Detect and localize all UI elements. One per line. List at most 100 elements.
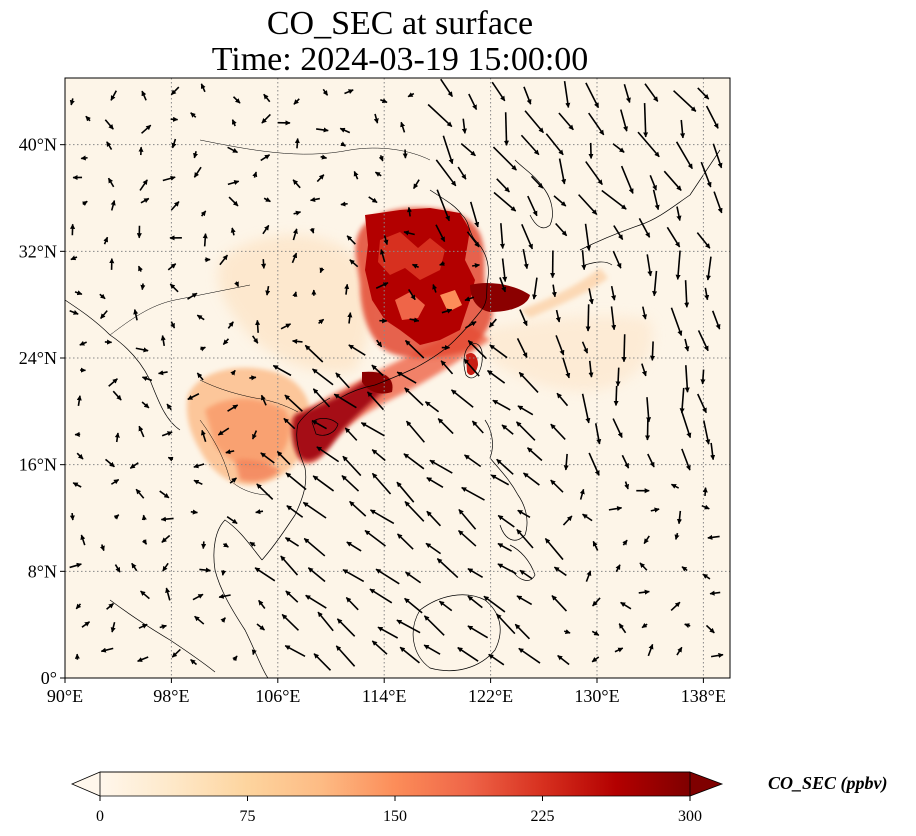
wind-arrow <box>251 649 257 656</box>
wind-arrow <box>601 189 627 210</box>
wind-arrow <box>199 567 211 573</box>
wind-arrow <box>438 600 453 612</box>
wind-arrow <box>670 307 683 336</box>
wind-arrow <box>684 365 690 393</box>
lon-tick-label: 138°E <box>681 686 726 706</box>
wind-arrow <box>76 452 84 460</box>
wind-arrow <box>135 347 149 353</box>
wind-arrow <box>80 155 88 161</box>
wind-arrow <box>223 542 229 548</box>
wind-arrow <box>112 390 122 401</box>
wind-arrow <box>411 263 419 269</box>
lon-tick-label: 106°E <box>255 686 300 706</box>
wind-arrow <box>646 254 653 277</box>
wind-vectors <box>69 78 724 671</box>
wind-arrow <box>131 562 138 572</box>
wind-arrow <box>345 596 359 611</box>
wind-arrow <box>76 395 82 407</box>
wind-arrow <box>579 488 585 500</box>
wind-arrow <box>461 486 485 501</box>
wind-arrow <box>276 450 291 465</box>
wind-arrow <box>75 603 82 610</box>
wind-arrow <box>107 177 115 188</box>
wind-arrow <box>517 405 534 416</box>
wind-arrow <box>347 312 353 324</box>
wind-arrow <box>679 119 686 139</box>
wind-arrow <box>527 195 538 217</box>
wind-arrow <box>196 372 204 381</box>
wind-arrow <box>624 481 630 490</box>
wind-arrow <box>637 131 660 158</box>
wind-arrow <box>581 393 591 424</box>
wind-arrow <box>366 391 385 411</box>
wind-arrow <box>457 529 477 547</box>
wind-arrow <box>158 370 168 376</box>
wind-arrow <box>138 425 145 438</box>
wind-arrow <box>404 339 425 359</box>
wind-arrow <box>141 539 148 545</box>
wind-arrow <box>436 189 450 222</box>
lon-tick-label: 98°E <box>153 686 189 706</box>
wind-arrow <box>167 263 177 271</box>
wind-arrow <box>488 653 505 666</box>
wind-arrow <box>171 648 181 658</box>
wind-arrow <box>670 483 680 489</box>
wind-arrow <box>647 453 655 468</box>
wind-arrow <box>709 590 721 596</box>
wind-arrow <box>377 626 399 639</box>
wind-arrow <box>684 623 691 629</box>
wind-arrow <box>170 86 180 96</box>
wind-arrow <box>141 124 152 134</box>
wind-arrow <box>704 287 710 301</box>
wind-arrow <box>588 112 605 136</box>
wind-arrow <box>371 449 386 462</box>
wind-arrow <box>487 369 506 384</box>
wind-arrow <box>251 335 259 344</box>
wind-arrow <box>303 537 326 557</box>
wind-arrow <box>167 456 174 462</box>
wind-arrow <box>229 477 237 484</box>
wind-arrow <box>531 277 538 300</box>
wind-arrow <box>644 83 659 102</box>
wind-arrow <box>162 175 176 182</box>
wind-arrow <box>193 151 199 159</box>
wind-arrow <box>110 90 118 101</box>
wind-arrow <box>412 179 420 190</box>
wind-arrow <box>516 595 533 606</box>
wind-arrow <box>612 418 623 438</box>
wind-arrow <box>591 656 600 663</box>
wind-arrow <box>518 371 539 393</box>
wind-arrow <box>489 344 508 359</box>
wind-arrow <box>673 90 697 112</box>
lon-tick-label: 90°E <box>47 686 83 706</box>
wind-arrow <box>371 472 392 495</box>
wind-arrow <box>492 146 517 171</box>
wind-arrow <box>193 463 205 469</box>
wind-arrow <box>219 254 229 266</box>
wind-arrow <box>426 510 442 527</box>
wind-arrow <box>585 82 600 109</box>
wind-arrow <box>341 474 360 492</box>
wind-arrow <box>467 568 484 579</box>
lat-tick-label: 40°N <box>19 135 57 155</box>
wind-arrow <box>376 339 383 348</box>
wind-arrow <box>613 385 619 406</box>
wind-arrow <box>218 593 231 599</box>
wind-arrow <box>160 335 166 347</box>
wind-arrow <box>316 127 329 133</box>
wind-arrow <box>319 267 325 274</box>
wind-arrow <box>442 135 454 165</box>
wind-arrow <box>675 250 681 280</box>
wind-arrow <box>467 625 489 639</box>
wind-arrow <box>646 397 652 423</box>
wind-arrow <box>702 420 711 445</box>
wind-arrow <box>104 119 114 130</box>
wind-arrow <box>320 154 328 160</box>
wind-arrow <box>194 615 205 625</box>
wind-arrow <box>674 532 680 540</box>
wind-arrow <box>262 224 270 235</box>
wind-arrow <box>201 541 207 550</box>
wind-arrow <box>585 161 603 186</box>
wind-arrow <box>405 571 422 584</box>
wind-arrow <box>676 510 683 525</box>
